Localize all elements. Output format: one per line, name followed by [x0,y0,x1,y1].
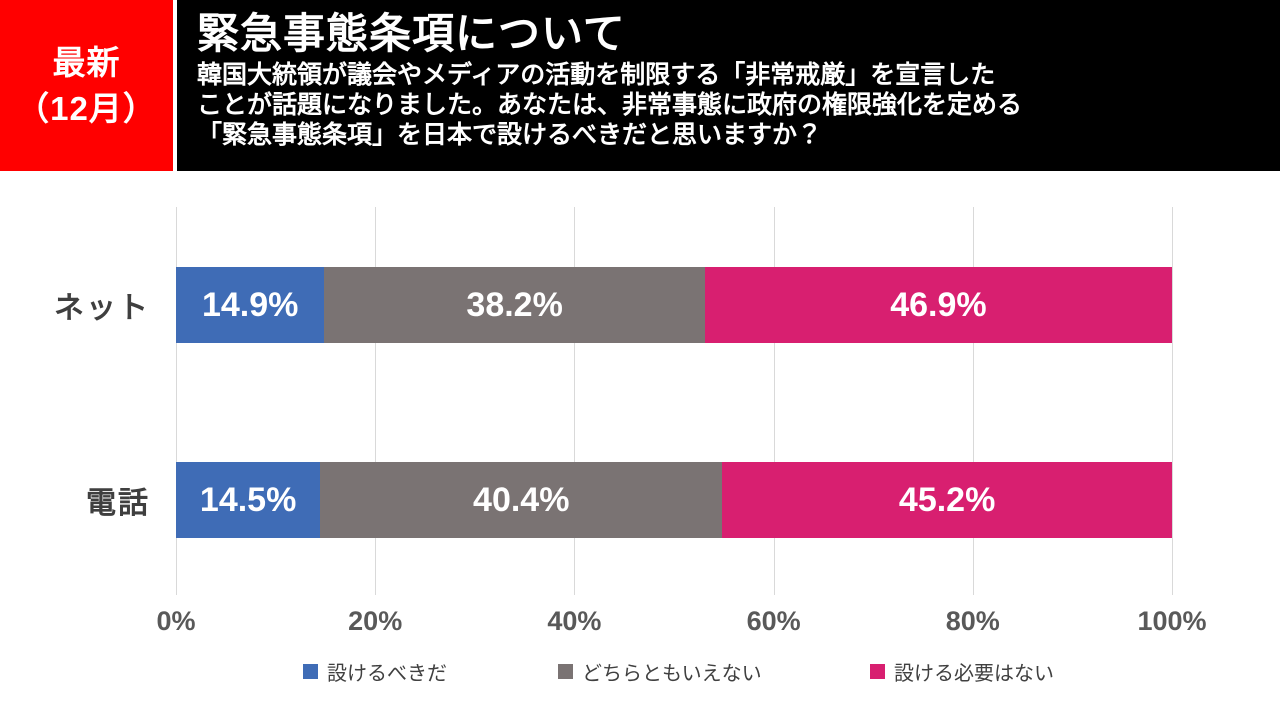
x-axis: 0% 20% 40% 60% 80% 100% [156,606,1206,642]
legend-swatch-blue-icon [303,664,318,679]
category-label-net: ネット [54,292,150,325]
x-tick-60: 60% [746,606,801,636]
category-label-tel: 電話 [86,487,150,520]
x-tick-40: 40% [547,606,602,636]
bar-row-tel: 14.5% 40.4% 45.2% [176,462,1172,538]
question-text-line3: 「緊急事態条項」を日本で設けるべきだと思いますか？ [197,121,823,149]
latest-month-badge: 最新 （12月） [0,0,173,171]
bar-segment-tel-blue: 14.5% [176,462,321,538]
x-tick-20: 20% [348,606,403,636]
legend-item-gray: どちらともいえない [558,657,762,686]
chart-legend: 設けるべきだ どちらともいえない 設ける必要はない [0,657,1280,689]
bar-segment-tel-gray: 40.4% [320,462,723,538]
legend-item-blue: 設けるべきだ [303,657,447,686]
bar-segment-net-blue: 14.9% [176,267,325,343]
bar-segment-net-pink: 46.9% [704,267,1172,343]
bar-value-label: 40.4% [473,480,570,519]
x-tick-0: 0% [156,606,196,636]
gridline-80 [972,207,974,595]
badge-line1: 最新 [52,43,121,81]
bar-value-label: 46.9% [890,285,987,324]
bar-value-label: 38.2% [466,285,563,324]
bar-value-label: 14.5% [199,480,297,519]
page-title: 緊急事態条項について [197,10,626,57]
gridline-100 [1172,207,1173,595]
gridline-40 [574,207,576,595]
bar-value-label: 45.2% [898,480,996,519]
gridline-0 [176,207,177,595]
gridline-20 [375,207,377,595]
legend-item-pink: 設ける必要はない [870,657,1054,686]
plot-area [176,207,1173,595]
legend-label-gray: どちらともいえない [582,663,762,685]
bar-segment-tel-pink: 45.2% [722,462,1172,538]
bar-value-label: 14.9% [201,285,299,324]
legend-swatch-gray-icon [558,664,573,679]
gridline-60 [773,207,775,595]
legend-swatch-pink-icon [870,664,885,679]
question-text-line2: ことが話題になりました。あなたは、非常事態に政府の権限強化を定める [197,91,1023,119]
legend-label-blue: 設けるべきだ [327,663,447,685]
legend-label-pink: 設ける必要はない [894,663,1054,685]
bar-row-net: 14.9% 38.2% 46.9% [176,267,1172,343]
question-header: 緊急事態条項について 韓国大統領が議会やメディアの活動を制限する「非常戒厳」を宣… [177,0,1280,171]
bar-segment-net-gray: 38.2% [324,267,705,343]
question-text-line1: 韓国大統領が議会やメディアの活動を制限する「非常戒厳」を宣言した [197,61,996,89]
badge-line2: （12月） [16,89,157,127]
x-tick-80: 80% [945,606,1000,636]
x-tick-100: 100% [1137,606,1207,636]
